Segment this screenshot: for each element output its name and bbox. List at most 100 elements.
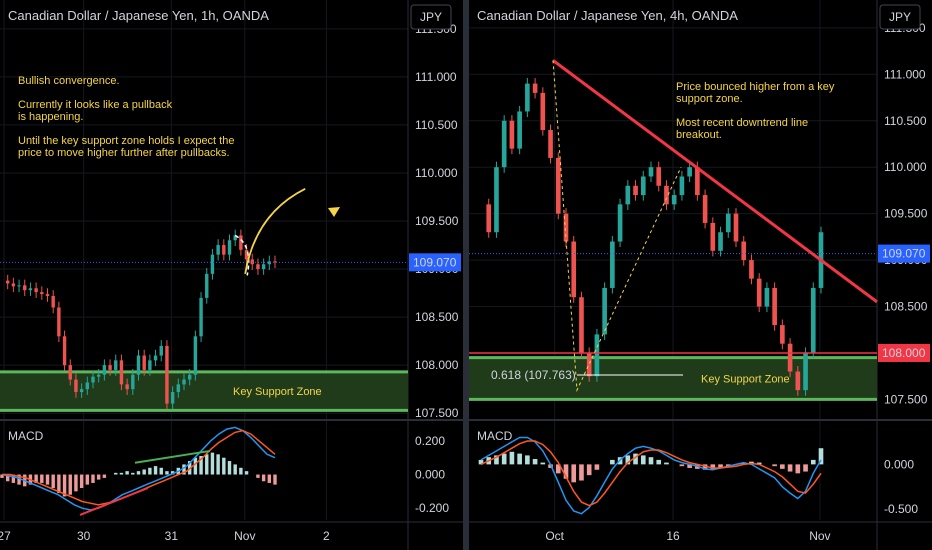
price-tick-label: 110.000 (884, 160, 927, 174)
candle-body (671, 195, 677, 205)
candle-body (540, 92, 546, 131)
candle-body (640, 176, 646, 196)
candle-body (571, 241, 577, 298)
level-tag-text: 108.000 (882, 346, 926, 360)
price-tick-label: 109.500 (415, 214, 459, 228)
bullish-arrow-head (328, 207, 340, 217)
candle-body (509, 120, 515, 149)
candle-body (40, 292, 44, 295)
support-zone (0, 371, 408, 411)
candle-body (51, 295, 55, 308)
candle-body (718, 232, 723, 251)
candle-body (227, 240, 232, 255)
candle-body (136, 355, 141, 375)
candle-body (586, 352, 592, 377)
candle-body (96, 374, 101, 377)
candle-body (656, 167, 662, 186)
candle-body (679, 176, 685, 196)
currency-label: JPY (420, 10, 442, 24)
candle-body (125, 384, 129, 390)
candle-body (648, 167, 654, 177)
support-zone-label: Key Support Zone (701, 374, 790, 386)
candle-body (205, 273, 209, 298)
macd-label: MACD (477, 429, 513, 443)
divergence-line-price (79, 487, 149, 516)
candle-body (261, 264, 266, 270)
bullish-arrow (244, 188, 306, 275)
time-tick-label: 31 (165, 529, 179, 543)
candle-body (695, 167, 700, 196)
fibonacci-lines (552, 60, 682, 393)
chart-4h-canvas[interactable]: Key Support Zone111.500111.000110.500110… (469, 0, 932, 550)
candle-body (267, 261, 272, 265)
candle-body (610, 241, 615, 288)
candle-body (579, 297, 584, 353)
candle-body (617, 204, 623, 242)
candle-body (555, 157, 561, 214)
candle-body (795, 371, 801, 391)
candle-body (725, 213, 731, 233)
price-tick-label: 109.500 (884, 207, 928, 221)
chart-panel-1h[interactable]: Key Support Zone111.500111.000110.500110… (0, 0, 463, 550)
candle-body (625, 185, 631, 205)
candle-body (182, 379, 186, 385)
time-tick-label: 2 (323, 529, 330, 543)
chart-1h-canvas[interactable]: Key Support Zone111.500111.000110.500110… (0, 0, 463, 550)
candle-body (57, 307, 61, 337)
candle-body (85, 382, 90, 390)
price-tick-label: 111.000 (415, 70, 457, 84)
time-tick-label: Oct (545, 529, 564, 543)
candle-body (28, 288, 33, 291)
annotation-line: Currently it looks like a pullback (18, 99, 173, 111)
panel-divider[interactable] (463, 0, 469, 550)
last-price-tag (409, 253, 461, 272)
candle-body (153, 355, 158, 361)
last-price-tag (878, 244, 930, 263)
candle-body (187, 374, 192, 380)
annotation-line: Until the key support zone holds I expec… (18, 135, 234, 147)
candle-body (62, 336, 67, 366)
annotation-line: Price bounced higher from a key (676, 81, 835, 93)
macd-line (1, 426, 276, 511)
candle-body (165, 345, 169, 404)
candle-body (733, 213, 739, 242)
macd-line (480, 436, 822, 515)
currency-label: JPY (889, 10, 911, 24)
candle-body (119, 360, 124, 385)
candle-body (517, 111, 522, 149)
candle-body (810, 287, 816, 353)
candle-body (74, 379, 78, 393)
candle-body (780, 325, 785, 344)
chart-panel-4h[interactable]: Key Support Zone111.500111.000110.500110… (469, 0, 932, 550)
candle-body (34, 288, 38, 293)
candle-body (233, 235, 237, 241)
time-tick-label: 30 (77, 529, 91, 543)
candle-body (787, 343, 793, 372)
macd-tick-label: 0.000 (415, 468, 445, 482)
candle-body (102, 365, 107, 375)
candle-body (244, 249, 249, 260)
candle-body (532, 83, 538, 93)
fib-level-label: 0.618 (107.763) (491, 368, 576, 382)
candle-body (170, 392, 175, 404)
price-tick-label: 110.000 (415, 166, 458, 180)
candle-body (23, 285, 27, 291)
candle-body (710, 222, 716, 251)
price-tick-label: 107.500 (884, 392, 928, 406)
candle-body (131, 374, 135, 390)
candle-body (142, 355, 146, 370)
candle-body (222, 245, 226, 255)
candle-body (494, 167, 499, 233)
annotation-line: Bullish convergence. (18, 75, 120, 87)
last-price-tag-text: 109.070 (882, 247, 926, 261)
candle-body (749, 260, 754, 279)
price-tick-label: 110.500 (415, 118, 458, 132)
support-zone-label: Key Support Zone (233, 386, 322, 398)
candle-body (176, 384, 181, 393)
price-tick-label: 108.500 (415, 310, 459, 324)
last-price-tag-text: 109.070 (413, 255, 457, 269)
macd-tick-label: 0.200 (415, 434, 445, 448)
candle-body (772, 287, 777, 326)
annotation-line: Most recent downtrend line (676, 117, 808, 129)
candle-body (633, 185, 638, 196)
